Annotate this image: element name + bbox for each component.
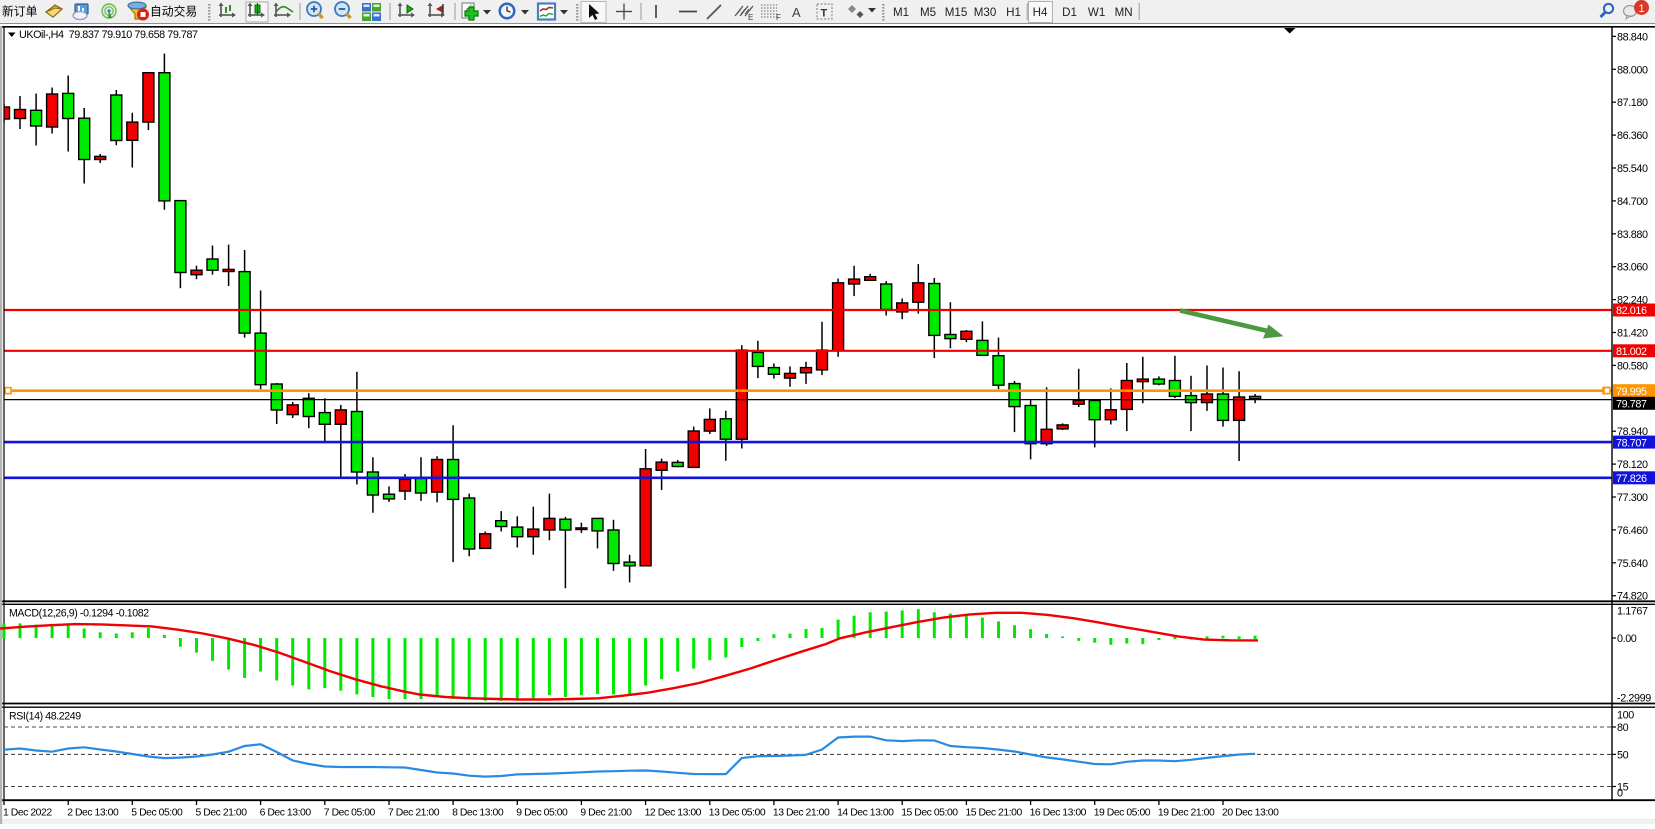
svg-text:2 Dec 13:00: 2 Dec 13:00	[67, 808, 119, 819]
svg-text:12 Dec 13:00: 12 Dec 13:00	[645, 808, 702, 819]
svg-text:80.580: 80.580	[1617, 360, 1648, 372]
svg-text:H4: H4	[1033, 6, 1048, 19]
svg-text:19 Dec 21:00: 19 Dec 21:00	[1158, 808, 1215, 819]
svg-text:16 Dec 13:00: 16 Dec 13:00	[1030, 808, 1087, 819]
svg-text:新订单: 新订单	[2, 5, 38, 19]
svg-text:M30: M30	[974, 6, 997, 19]
svg-text:1 Dec 2022: 1 Dec 2022	[3, 808, 52, 819]
svg-text:W1: W1	[1088, 6, 1105, 19]
svg-text:82.016: 82.016	[1616, 305, 1647, 317]
svg-text:5 Dec 05:00: 5 Dec 05:00	[131, 808, 183, 819]
svg-text:6 Dec 13:00: 6 Dec 13:00	[260, 808, 312, 819]
svg-text:15: 15	[1617, 782, 1629, 794]
svg-text:0: 0	[1617, 787, 1623, 799]
svg-text:MN: MN	[1115, 6, 1133, 19]
svg-text:84.700: 84.700	[1617, 196, 1648, 208]
svg-text:14 Dec 13:00: 14 Dec 13:00	[837, 808, 894, 819]
svg-text:H1: H1	[1006, 6, 1021, 19]
svg-text:78.707: 78.707	[1616, 437, 1647, 449]
svg-text:7 Dec 21:00: 7 Dec 21:00	[388, 808, 440, 819]
svg-text:UKOil-,H4 79.837 79.910 79.65: UKOil-,H4 79.837 79.910 79.658 79.787	[19, 29, 198, 41]
svg-text:13 Dec 05:00: 13 Dec 05:00	[709, 808, 766, 819]
svg-text:自动交易: 自动交易	[150, 5, 197, 19]
svg-text:13 Dec 21:00: 13 Dec 21:00	[773, 808, 830, 819]
svg-text:77.300: 77.300	[1617, 492, 1648, 504]
svg-text:RSI(14) 48.2249: RSI(14) 48.2249	[9, 711, 81, 723]
svg-text:81.420: 81.420	[1617, 328, 1648, 340]
svg-text:85.540: 85.540	[1617, 163, 1648, 175]
svg-text:74.820: 74.820	[1617, 591, 1648, 603]
svg-text:83.880: 83.880	[1617, 229, 1648, 241]
svg-text:78.120: 78.120	[1617, 459, 1648, 471]
svg-text:M5: M5	[920, 6, 936, 19]
svg-text:0.00: 0.00	[1617, 633, 1637, 645]
svg-text:77.826: 77.826	[1616, 473, 1647, 485]
svg-text:9 Dec 21:00: 9 Dec 21:00	[580, 808, 632, 819]
svg-text:83.060: 83.060	[1617, 262, 1648, 274]
svg-text:8 Dec 13:00: 8 Dec 13:00	[452, 808, 504, 819]
svg-text:T: T	[821, 8, 828, 20]
svg-text:78.940: 78.940	[1617, 426, 1648, 438]
svg-text:100: 100	[1617, 710, 1634, 722]
svg-text:M15: M15	[945, 6, 968, 19]
svg-text:50: 50	[1617, 749, 1629, 761]
svg-text:76.460: 76.460	[1617, 525, 1648, 537]
svg-text:80: 80	[1617, 722, 1629, 734]
svg-text:75.640: 75.640	[1617, 558, 1648, 570]
svg-text:-2.2999: -2.2999	[1617, 693, 1651, 705]
svg-text:D1: D1	[1062, 6, 1077, 19]
svg-text:79.787: 79.787	[1616, 399, 1647, 411]
svg-text:MACD(12,26,9) -0.1294 -0.1082: MACD(12,26,9) -0.1294 -0.1082	[9, 608, 149, 620]
svg-text:19 Dec 05:00: 19 Dec 05:00	[1094, 808, 1151, 819]
svg-text:M1: M1	[893, 6, 909, 19]
svg-text:7 Dec 05:00: 7 Dec 05:00	[324, 808, 376, 819]
svg-text:81.002: 81.002	[1616, 346, 1647, 358]
svg-text:20 Dec 13:00: 20 Dec 13:00	[1222, 808, 1279, 819]
svg-text:F: F	[776, 13, 781, 22]
svg-text:A: A	[792, 5, 801, 20]
svg-text:1: 1	[1638, 3, 1644, 15]
svg-text:86.360: 86.360	[1617, 130, 1648, 142]
svg-text:87.180: 87.180	[1617, 97, 1648, 109]
svg-text:88.000: 88.000	[1617, 64, 1648, 76]
svg-text:15 Dec 21:00: 15 Dec 21:00	[965, 808, 1022, 819]
svg-text:E: E	[748, 13, 753, 22]
svg-text:1.1767: 1.1767	[1617, 606, 1648, 618]
svg-text:88.840: 88.840	[1617, 31, 1648, 43]
svg-text:15 Dec 05:00: 15 Dec 05:00	[901, 808, 958, 819]
svg-text:5 Dec 21:00: 5 Dec 21:00	[196, 808, 248, 819]
svg-text:9 Dec 05:00: 9 Dec 05:00	[516, 808, 568, 819]
svg-text:79.995: 79.995	[1616, 386, 1647, 398]
